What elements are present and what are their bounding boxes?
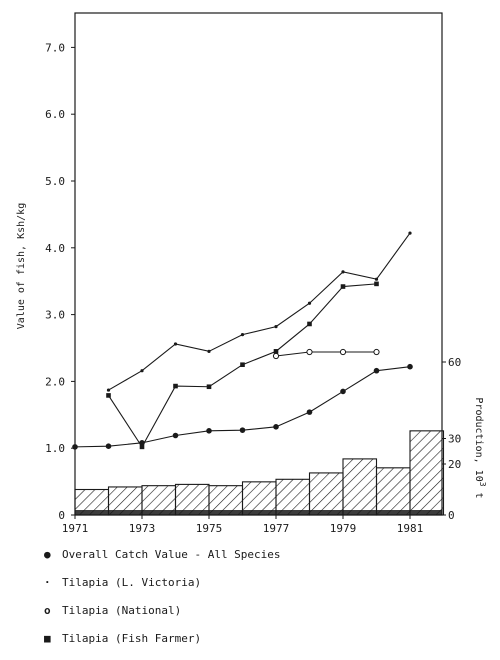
series-line-2 xyxy=(275,351,377,357)
series-line-1 xyxy=(108,232,411,391)
data-point xyxy=(340,284,346,289)
data-point xyxy=(306,409,313,415)
data-point xyxy=(408,231,412,235)
legend-item-fish-farmer: ■ Tilapia (Fish Farmer) xyxy=(44,632,281,646)
right-axis-title: Production, 103 t xyxy=(473,397,487,498)
data-point xyxy=(239,427,246,433)
left-tick-label: 2.0 xyxy=(45,375,65,388)
production-bar xyxy=(174,483,210,516)
data-point xyxy=(207,349,211,353)
right-axis-title-unit: t xyxy=(473,487,484,499)
series-line-0 xyxy=(74,366,411,448)
x-tick-label: 1971 xyxy=(62,522,89,535)
left-tick-label: 1.0 xyxy=(45,442,65,455)
legend-label: Tilapia (L. Victoria) xyxy=(62,576,202,589)
legend-label: Tilapia (National) xyxy=(62,604,182,617)
right-tick-label: 20 xyxy=(448,458,461,471)
data-point xyxy=(139,444,145,450)
data-point xyxy=(306,348,313,356)
small-dot-marker: · xyxy=(44,576,51,589)
legend-item-national: o Tilapia (National) xyxy=(44,604,281,618)
production-bar xyxy=(342,458,378,516)
x-tick-label: 1973 xyxy=(129,522,156,535)
data-point xyxy=(272,352,280,360)
data-point xyxy=(240,362,245,367)
x-axis-ticks: 1971 1973 1975 1977 1979 1981 xyxy=(62,515,424,535)
data-point xyxy=(274,325,278,329)
data-point xyxy=(105,443,112,449)
data-point xyxy=(307,301,312,305)
data-point xyxy=(240,333,245,337)
x-tick-label: 1981 xyxy=(397,522,424,535)
data-point xyxy=(373,367,380,374)
production-bar xyxy=(241,481,277,516)
x-tick-label: 1979 xyxy=(330,522,357,535)
legend: ● Overall Catch Value - All Species · Ti… xyxy=(44,548,281,660)
data-point xyxy=(206,384,212,390)
data-point xyxy=(407,363,413,370)
legend-label: Overall Catch Value - All Species xyxy=(62,548,281,561)
data-point xyxy=(374,277,379,281)
left-tick-label: 5.0 xyxy=(45,175,65,188)
production-bar xyxy=(375,467,411,516)
legend-label: Tilapia (Fish Farmer) xyxy=(62,632,202,645)
x-tick-label: 1975 xyxy=(196,522,223,535)
data-point xyxy=(307,321,312,327)
open-circle-marker: o xyxy=(44,604,51,617)
data-point xyxy=(106,388,111,392)
data-point xyxy=(106,393,111,398)
production-bar xyxy=(275,478,311,516)
left-tick-label: 6.0 xyxy=(45,108,65,121)
right-axis-ticks: 0 20 30 60 xyxy=(442,356,461,522)
production-bars xyxy=(74,430,445,516)
production-bar xyxy=(409,430,445,516)
data-point xyxy=(172,432,179,439)
x-tick-label: 1977 xyxy=(263,522,290,535)
data-point xyxy=(374,281,379,287)
data-point xyxy=(339,348,347,356)
right-tick-label: 30 xyxy=(448,433,461,446)
production-bar xyxy=(308,472,344,516)
left-axis-title: Value of fish, Ksh/kg xyxy=(16,203,27,329)
baseline-band xyxy=(75,510,442,515)
price-lines xyxy=(72,231,413,450)
data-point xyxy=(173,342,178,346)
legend-item-lvictoria: · Tilapia (L. Victoria) xyxy=(44,576,281,590)
left-axis-ticks: 0 1.0 2.0 3.0 4.0 5.0 6.0 7.0 xyxy=(45,41,75,522)
right-axis-title-exponent: 3 xyxy=(478,482,487,487)
data-point xyxy=(273,349,279,354)
data-point xyxy=(273,424,279,430)
filled-dot-marker: ● xyxy=(44,548,51,561)
data-point xyxy=(340,388,346,395)
data-point xyxy=(341,270,345,274)
left-tick-label: 0 xyxy=(58,509,65,522)
data-point xyxy=(72,444,78,450)
left-tick-label: 7.0 xyxy=(45,41,65,54)
left-tick-label: 3.0 xyxy=(45,309,65,322)
filled-square-marker: ■ xyxy=(44,632,51,645)
data-point xyxy=(140,369,144,373)
data-point xyxy=(373,348,380,356)
left-tick-label: 4.0 xyxy=(45,242,65,255)
data-point xyxy=(206,428,212,434)
right-tick-label: 60 xyxy=(448,356,461,369)
legend-item-overall: ● Overall Catch Value - All Species xyxy=(44,548,281,562)
right-tick-label: 0 xyxy=(448,509,455,522)
data-point xyxy=(173,383,178,389)
